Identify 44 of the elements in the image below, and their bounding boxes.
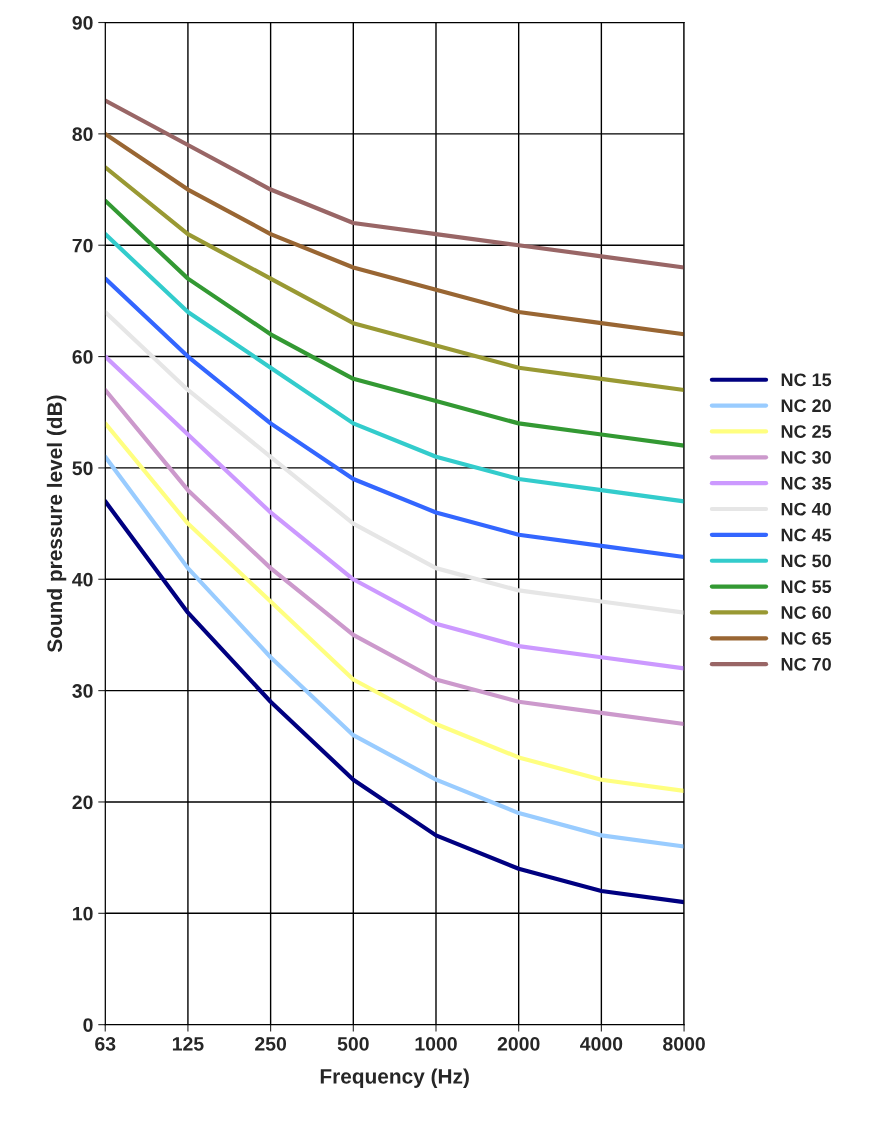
line-series (105, 231, 685, 504)
line-series (105, 98, 685, 270)
line-series (105, 276, 685, 560)
x-tick-label: 4000 (580, 1036, 623, 1051)
line-series (105, 131, 685, 337)
line-series (105, 499, 685, 905)
line-series (105, 354, 685, 671)
x-tick-label: 250 (255, 1036, 287, 1051)
y-tick-label: 30 (72, 684, 93, 698)
line-series (105, 387, 685, 727)
y-axis-title: Sound pressure level (dB) (46, 395, 67, 653)
y-tick-label: 40 (72, 572, 93, 587)
x-axis-title: Frequency (Hz) (320, 1068, 469, 1088)
y-tick-label: 10 (73, 906, 93, 921)
legend-label: NC 20 (781, 399, 831, 413)
x-tick-label: 500 (337, 1036, 369, 1051)
x-tick-label: 8000 (663, 1036, 705, 1051)
legend-label: NC 15 (781, 373, 832, 387)
y-tick-label: 50 (72, 461, 93, 476)
legend-label: NC 70 (781, 657, 831, 671)
x-tick-label: 125 (172, 1036, 204, 1051)
y-tick-label: 80 (72, 127, 93, 142)
y-tick-label: 0 (83, 1018, 93, 1032)
legend-label: NC 35 (781, 476, 832, 490)
legend-label: NC 30 (781, 451, 831, 464)
legend-label: NC 50 (781, 554, 831, 568)
legend-label: NC 40 (781, 502, 831, 516)
line-series (105, 198, 685, 448)
legend-label: NC 25 (781, 425, 832, 438)
y-tick-label: 60 (72, 350, 93, 364)
x-tick-label: 63 (95, 1036, 116, 1051)
y-tick-label: 70 (72, 238, 93, 253)
line-series (105, 454, 685, 849)
legend-label: NC 45 (781, 528, 832, 542)
line-series (105, 309, 685, 615)
line-series (105, 165, 685, 393)
y-tick-label: 90 (72, 15, 93, 30)
y-tick-label: 20 (72, 795, 93, 810)
legend-label: NC 55 (781, 580, 832, 594)
x-tick-label: 2000 (497, 1036, 540, 1051)
legend-label: NC 65 (781, 632, 832, 645)
line-series (105, 421, 685, 793)
x-tick-label: 1000 (415, 1036, 457, 1051)
legend-label: NC 60 (781, 606, 831, 619)
